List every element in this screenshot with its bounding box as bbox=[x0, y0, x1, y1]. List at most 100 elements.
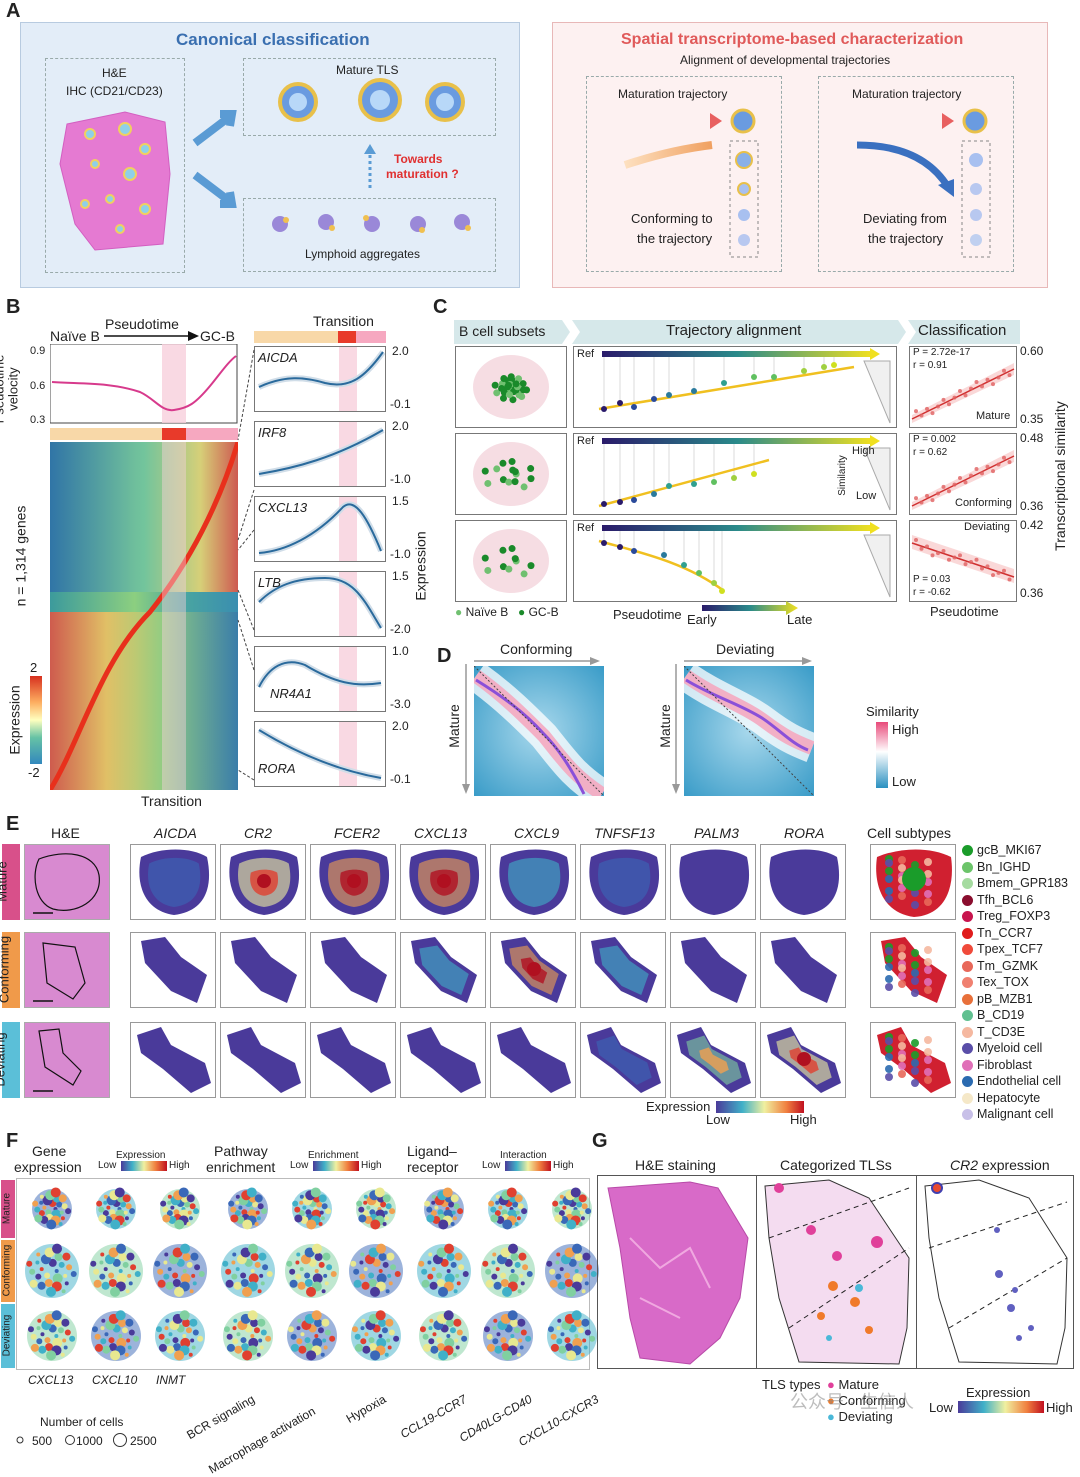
class-bot-tick-0: 0.35 bbox=[1020, 412, 1044, 426]
f-dotplot-1-2 bbox=[153, 1243, 207, 1298]
f-dotplot-0-3 bbox=[228, 1187, 268, 1230]
g-frame bbox=[597, 1175, 1074, 1369]
gene-top-tick-0: 2.0 bbox=[392, 344, 409, 358]
arrow-down-right-icon bbox=[192, 171, 237, 208]
panel-label-b: B bbox=[6, 296, 21, 318]
e-spatial-conforming-fcer2 bbox=[310, 932, 396, 1008]
trajectory-alignment-2 bbox=[573, 520, 897, 602]
f-cb-title-1: Enrichment bbox=[308, 1150, 359, 1161]
legend-label-16: Malignant cell bbox=[977, 1107, 1054, 1121]
lymphoid-box bbox=[243, 198, 496, 272]
bcell-spatial-2 bbox=[455, 520, 567, 602]
e-row-tag-mature bbox=[2, 844, 20, 920]
gene-plot-ltb bbox=[254, 571, 386, 637]
he-label: H&E bbox=[102, 66, 127, 80]
gene-plot-irf8 bbox=[254, 421, 386, 487]
f-col1-line1: Gene bbox=[32, 1143, 67, 1159]
class-top-tick-2: 0.42 bbox=[1020, 518, 1044, 532]
e-spatial-mature-cr2 bbox=[220, 844, 306, 920]
e-gene-header-aicda: AICDA bbox=[154, 825, 197, 841]
g-tls-types-label: TLS types bbox=[762, 1377, 821, 1392]
f-col3-line2: receptor bbox=[407, 1159, 459, 1175]
e-spatial-mature-palm3 bbox=[670, 844, 756, 920]
e-spatial-deviating-tnfsf13 bbox=[580, 1022, 666, 1098]
d-similarity-label: Similarity bbox=[866, 704, 919, 719]
g-cat-label: Categorized TLSs bbox=[780, 1157, 892, 1173]
gene-bot-tick-4: -3.0 bbox=[390, 697, 411, 711]
f-cb-high-2: High bbox=[553, 1160, 574, 1171]
lymphoid-images bbox=[272, 214, 471, 233]
conforming-line1: Conforming to bbox=[631, 211, 713, 226]
g-legend-conforming: ● Conforming bbox=[827, 1393, 906, 1408]
d-deviating-label: Deviating bbox=[716, 641, 775, 657]
gene-top-tick-1: 2.0 bbox=[392, 419, 409, 433]
legend-label-6: Tpex_TCF7 bbox=[977, 942, 1043, 956]
e-he-image-2 bbox=[24, 1022, 110, 1098]
g-cr2-label: CR2 expression bbox=[950, 1157, 1050, 1173]
legend-swatch-1 bbox=[962, 861, 973, 873]
e-spatial-conforming-rora bbox=[760, 932, 846, 1008]
transcriptional-similarity-label: Transcriptional similarity bbox=[1051, 401, 1068, 551]
gene-top-tick-5: 2.0 bbox=[392, 719, 409, 733]
gene-top-tick-4: 1.0 bbox=[392, 644, 409, 658]
f-row-label-mature: Mature bbox=[1, 1192, 13, 1225]
c-pseudotime-label: Pseudotime bbox=[613, 607, 682, 622]
classification-2 bbox=[909, 520, 1017, 602]
e-he-image-0 bbox=[24, 844, 110, 920]
gene-plot-cxcl13 bbox=[254, 496, 386, 562]
legend-swatch-16 bbox=[962, 1109, 973, 1120]
f-number-of-cells: Number of cells bbox=[40, 1415, 124, 1429]
f-cb-low-2: Low bbox=[482, 1160, 501, 1171]
conforming-line2: the trajectory bbox=[637, 231, 713, 246]
r-value-2: r = -0.62 bbox=[913, 587, 951, 598]
gene-name-3: LTB bbox=[258, 575, 281, 590]
traj-left-label: Maturation trajectory bbox=[618, 87, 728, 101]
deviating-line1: Deviating from bbox=[863, 211, 947, 226]
legend-label-3: Tfh_BCL6 bbox=[977, 892, 1034, 907]
heatmap-legend-high: 2 bbox=[30, 660, 38, 675]
f-dotplot-0-0 bbox=[32, 1187, 72, 1230]
e-spatial-deviating-palm3 bbox=[670, 1022, 756, 1098]
class-bot-tick-1: 0.36 bbox=[1020, 499, 1044, 513]
f-size-2500: 2500 bbox=[130, 1434, 157, 1448]
f-dotplot-0-6 bbox=[424, 1187, 464, 1230]
gene-plot-aicda bbox=[254, 346, 386, 412]
f-dotplot-1-4 bbox=[285, 1243, 339, 1298]
e-he-label: H&E bbox=[51, 825, 80, 841]
e-celltype-0 bbox=[870, 844, 956, 920]
c-similarity-label: Similarity bbox=[836, 455, 848, 496]
legend-label-7: Tm_GZMK bbox=[977, 958, 1039, 973]
e-spatial-mature-cxcl13 bbox=[400, 844, 486, 920]
f-bottom-label-0: CXCL13 bbox=[28, 1373, 74, 1387]
transition-bar-left bbox=[50, 428, 238, 440]
c-high-label: High bbox=[852, 445, 875, 457]
legend-swatch-7 bbox=[962, 960, 973, 972]
f-size-legend bbox=[16, 1433, 127, 1447]
legend-swatch-5 bbox=[962, 927, 973, 939]
transition-top-label: Transition bbox=[313, 313, 374, 329]
f-dotplot-0-5 bbox=[356, 1187, 396, 1230]
g-cr2-rest: expression bbox=[978, 1157, 1050, 1173]
velocity-axis-label: Pseudotime velocity bbox=[0, 355, 20, 424]
e-cell-subtypes-label: Cell subtypes bbox=[867, 825, 952, 841]
mature-tls-label: Mature TLS bbox=[336, 63, 399, 77]
ihc-label: IHC (CD21/CD23) bbox=[66, 84, 163, 98]
g-legend-conforming-text: Conforming bbox=[838, 1393, 906, 1408]
class-top-tick-1: 0.48 bbox=[1020, 431, 1044, 445]
legend-swatch-2 bbox=[962, 878, 973, 889]
legend-label-9: pB_MZB1 bbox=[977, 991, 1033, 1006]
c-early-label: Early bbox=[687, 612, 717, 627]
he-tissue-image bbox=[59, 111, 171, 251]
gene-bot-tick-3: -2.0 bbox=[390, 622, 411, 636]
f-row-tag-conforming bbox=[1, 1240, 15, 1302]
gene-name-4: NR4A1 bbox=[270, 686, 312, 701]
expression-axis-label: Expression bbox=[412, 531, 429, 601]
d-left-arrows bbox=[462, 664, 680, 794]
f-bottom-label-1: CXCL10 bbox=[92, 1373, 138, 1387]
legend-swatch-15 bbox=[962, 1092, 973, 1104]
traj-left-arrows bbox=[623, 108, 759, 258]
legend-swatch-13 bbox=[962, 1059, 973, 1071]
gene-bot-tick-0: -0.1 bbox=[390, 397, 411, 411]
e-expression-colorbar bbox=[716, 1101, 804, 1113]
canonical-title: Canonical classification bbox=[176, 30, 370, 49]
